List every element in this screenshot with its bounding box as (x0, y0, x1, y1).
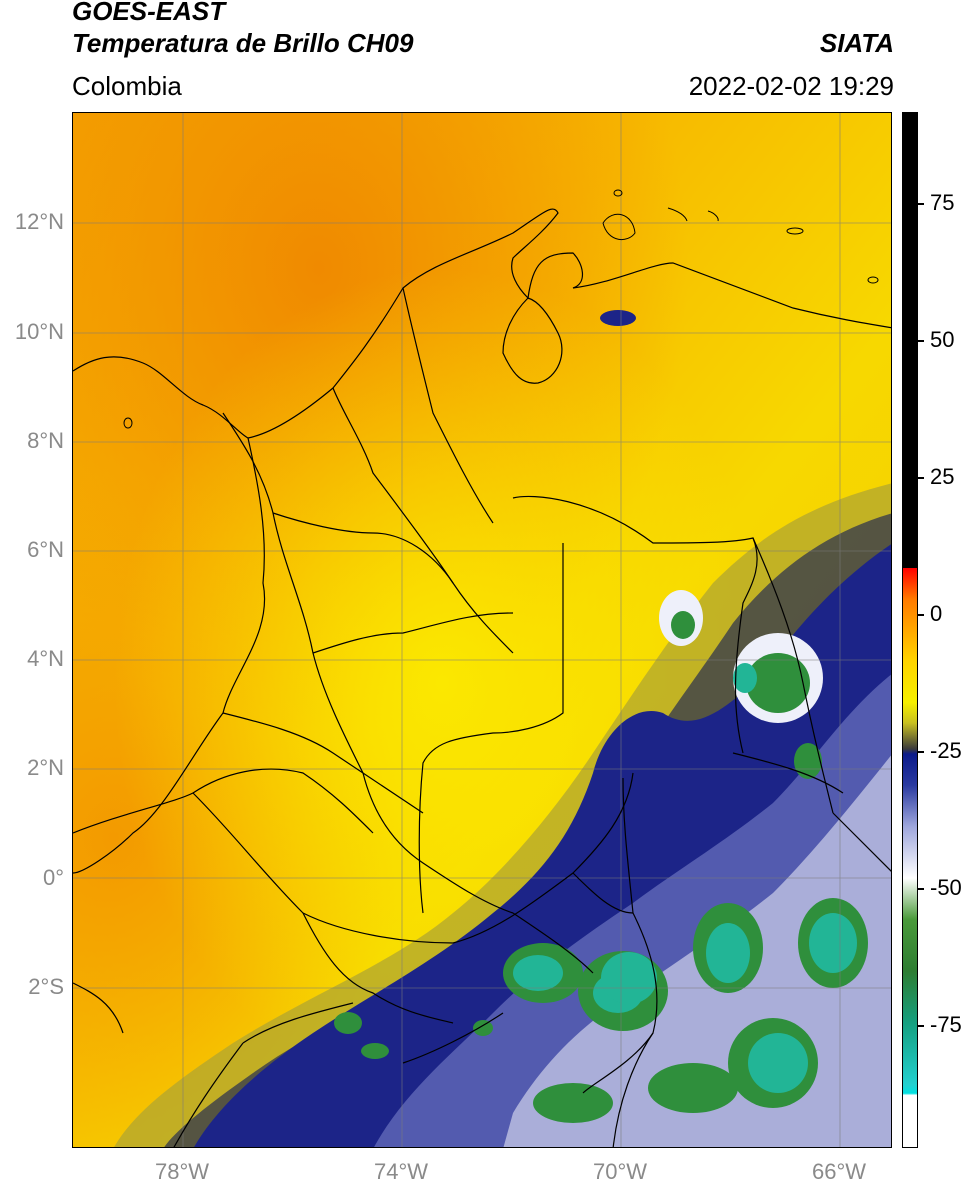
lat-label-6n: 6°N (27, 537, 64, 562)
colorbar-tick (918, 888, 924, 890)
graticule (73, 113, 891, 1147)
country-borders (73, 208, 891, 1147)
colorbar-tick (918, 614, 924, 616)
colorbar-label-0: 0 (930, 601, 943, 626)
colorbar-label-25: 25 (930, 464, 955, 489)
lat-label-2s: 2°S (28, 974, 64, 999)
lon-label-74w: 74°W (373, 1159, 429, 1184)
title-satellite: GOES-EAST (72, 0, 226, 26)
colorbar-label-neg75: -75 (930, 1012, 962, 1037)
colorbar-label-neg25: -25 (930, 738, 962, 763)
source-label: SIATA (819, 28, 894, 58)
lon-label-78w: 78°W (154, 1159, 210, 1184)
colorbar-label-75: 75 (930, 190, 955, 215)
colorbar-label-50: 50 (930, 327, 955, 352)
islands (123, 189, 879, 429)
title-product: Temperatura de Brillo CH09 (72, 28, 414, 58)
lon-label-70w: 70°W (592, 1159, 648, 1184)
satellite-map (72, 112, 892, 1148)
colorbar (902, 112, 918, 1148)
lon-label-66w: 66°W (811, 1159, 867, 1184)
map-canvas (73, 113, 891, 1147)
lat-label-12n: 12°N (14, 209, 64, 234)
lat-label-4n: 4°N (27, 646, 64, 671)
lat-label-10n: 10°N (14, 319, 64, 344)
colorbar-tick (918, 203, 924, 205)
lat-label-0: 0° (42, 865, 64, 890)
colorbar-tick (918, 477, 924, 479)
colorbar-tick (918, 1025, 924, 1027)
lat-label-8n: 8°N (27, 428, 64, 453)
colorbar-tick (918, 751, 924, 753)
lat-label-2n: 2°N (27, 755, 64, 780)
colorbar-label-neg50: -50 (930, 875, 962, 900)
region-label: Colombia (72, 71, 182, 101)
datetime-label: 2022-02-02 19:29 (688, 71, 894, 101)
colorbar-tick (918, 340, 924, 342)
